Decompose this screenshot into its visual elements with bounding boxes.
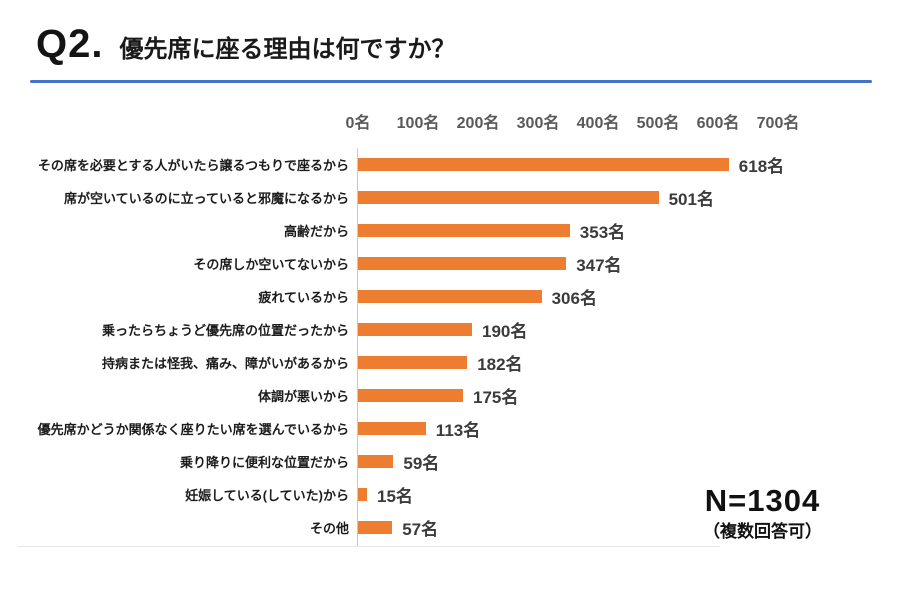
value-label: 15名 [377, 487, 413, 506]
chart-row: 体調が悪いから 175名 [0, 379, 900, 412]
x-tick-label: 300名 [516, 115, 560, 132]
value-label: 306名 [551, 289, 597, 308]
bar [358, 422, 426, 435]
x-tick-label: 500名 [636, 115, 680, 132]
chart-row: その席を必要とする人がいたら譲るつもりで座るから 618名 [0, 148, 900, 181]
bar-area: 15名 [358, 478, 900, 511]
y-axis-line [357, 148, 358, 546]
chart-rows: その席を必要とする人がいたら譲るつもりで座るから 618名席が空いているのに立って… [0, 148, 900, 544]
bar [358, 257, 567, 270]
slide-header: Q2. 優先席に座る理由は何ですか？ [36, 24, 872, 64]
bar [358, 290, 542, 303]
bar [358, 455, 394, 468]
bar-area: 347名 [358, 247, 900, 280]
chart-row: 乗り降りに便利な位置だから 59名 [0, 445, 900, 478]
category-label: 体調が悪いから [257, 389, 349, 404]
category-label: その席しか空いてないから [193, 257, 349, 272]
category-label: 持病または怪我、痛み、障がいがあるから [101, 356, 349, 371]
bar-area: 353名 [358, 214, 900, 247]
value-label: 618名 [738, 157, 785, 176]
bar [358, 521, 393, 534]
x-axis-tick-labels: 0名 100名 200名 300名 400名 500名 600名 700名 [0, 109, 900, 132]
bar-area: 190名 [358, 313, 900, 346]
value-label: 182名 [477, 355, 523, 374]
chart-row: その他 57名 [0, 511, 900, 544]
bar-area: 175名 [358, 379, 900, 412]
bar-area: 57名 [358, 511, 900, 544]
value-label: 353名 [579, 223, 626, 242]
category-label: その他 [309, 521, 349, 536]
x-tick-label: 0名 [345, 115, 371, 132]
category-label: 優先席かどうか関係なく座りたい席を選んでいるから [37, 422, 349, 437]
question-number: Q2. [36, 22, 104, 66]
value-label: 501名 [668, 190, 714, 209]
category-label: 席が空いているのに立っていると邪魔になるから [64, 191, 349, 206]
category-label: その席を必要とする人がいたら譲るつもりで座るから [37, 158, 349, 173]
x-tick-label: 200名 [456, 115, 500, 132]
chart-row: 乗ったらちょうど優先席の位置だったから 190名 [0, 313, 900, 346]
bar-area: 59名 [358, 445, 900, 478]
sample-size: N=1304 [704, 483, 821, 518]
category-label: 乗ったらちょうど優先席の位置だったから [101, 323, 349, 338]
chart-row: 高齢だから 353名 [0, 214, 900, 247]
bar [358, 323, 472, 336]
chart-row: 席が空いているのに立っていると邪魔になるから 501名 [0, 181, 900, 214]
x-tick-label: 700名 [756, 115, 800, 132]
category-label: 高齢だから [283, 224, 349, 239]
plot-bottom-border [18, 546, 720, 547]
bar-area: 618名 [358, 148, 900, 181]
chart-row: 優先席かどうか関係なく座りたい席を選んでいるから 113名 [0, 412, 900, 445]
title-underline [30, 80, 872, 83]
x-tick-label: 100名 [396, 115, 440, 132]
x-tick-label: 400名 [576, 115, 620, 132]
bar-area: 113名 [358, 412, 900, 445]
chart-row: 妊娠している(していた)から 15名 [0, 478, 900, 511]
value-label: 57名 [402, 520, 439, 539]
chart-row: 持病または怪我、痛み、障がいがあるから 182名 [0, 346, 900, 379]
sample-annotation: N=1304 （複数回答可） [655, 485, 870, 540]
bar [358, 356, 468, 369]
page-title: 優先席に座る理由は何ですか？ [119, 36, 456, 63]
value-label: 190名 [482, 322, 528, 341]
bar-area: 182名 [358, 346, 900, 379]
category-label: 疲れているから [258, 290, 349, 305]
chart-row: その席しか空いてないから 347名 [0, 247, 900, 280]
bar-area: 306名 [358, 280, 900, 313]
bar [358, 389, 463, 402]
value-label: 175名 [473, 388, 519, 407]
value-label: 347名 [576, 256, 622, 275]
category-label: 乗り降りに便利な位置だから [179, 455, 349, 470]
value-label: 59名 [403, 454, 440, 473]
bar-area: 501名 [358, 181, 900, 214]
chart-row: 疲れているから 306名 [0, 280, 900, 313]
bar [358, 158, 729, 171]
bar [358, 191, 659, 204]
category-label: 妊娠している(していた)から [185, 488, 349, 503]
value-label: 113名 [435, 421, 481, 440]
bar [358, 488, 367, 501]
multi-answer-note: （複数回答可） [703, 522, 822, 541]
x-tick-label: 600名 [696, 115, 740, 132]
bar [358, 224, 570, 237]
